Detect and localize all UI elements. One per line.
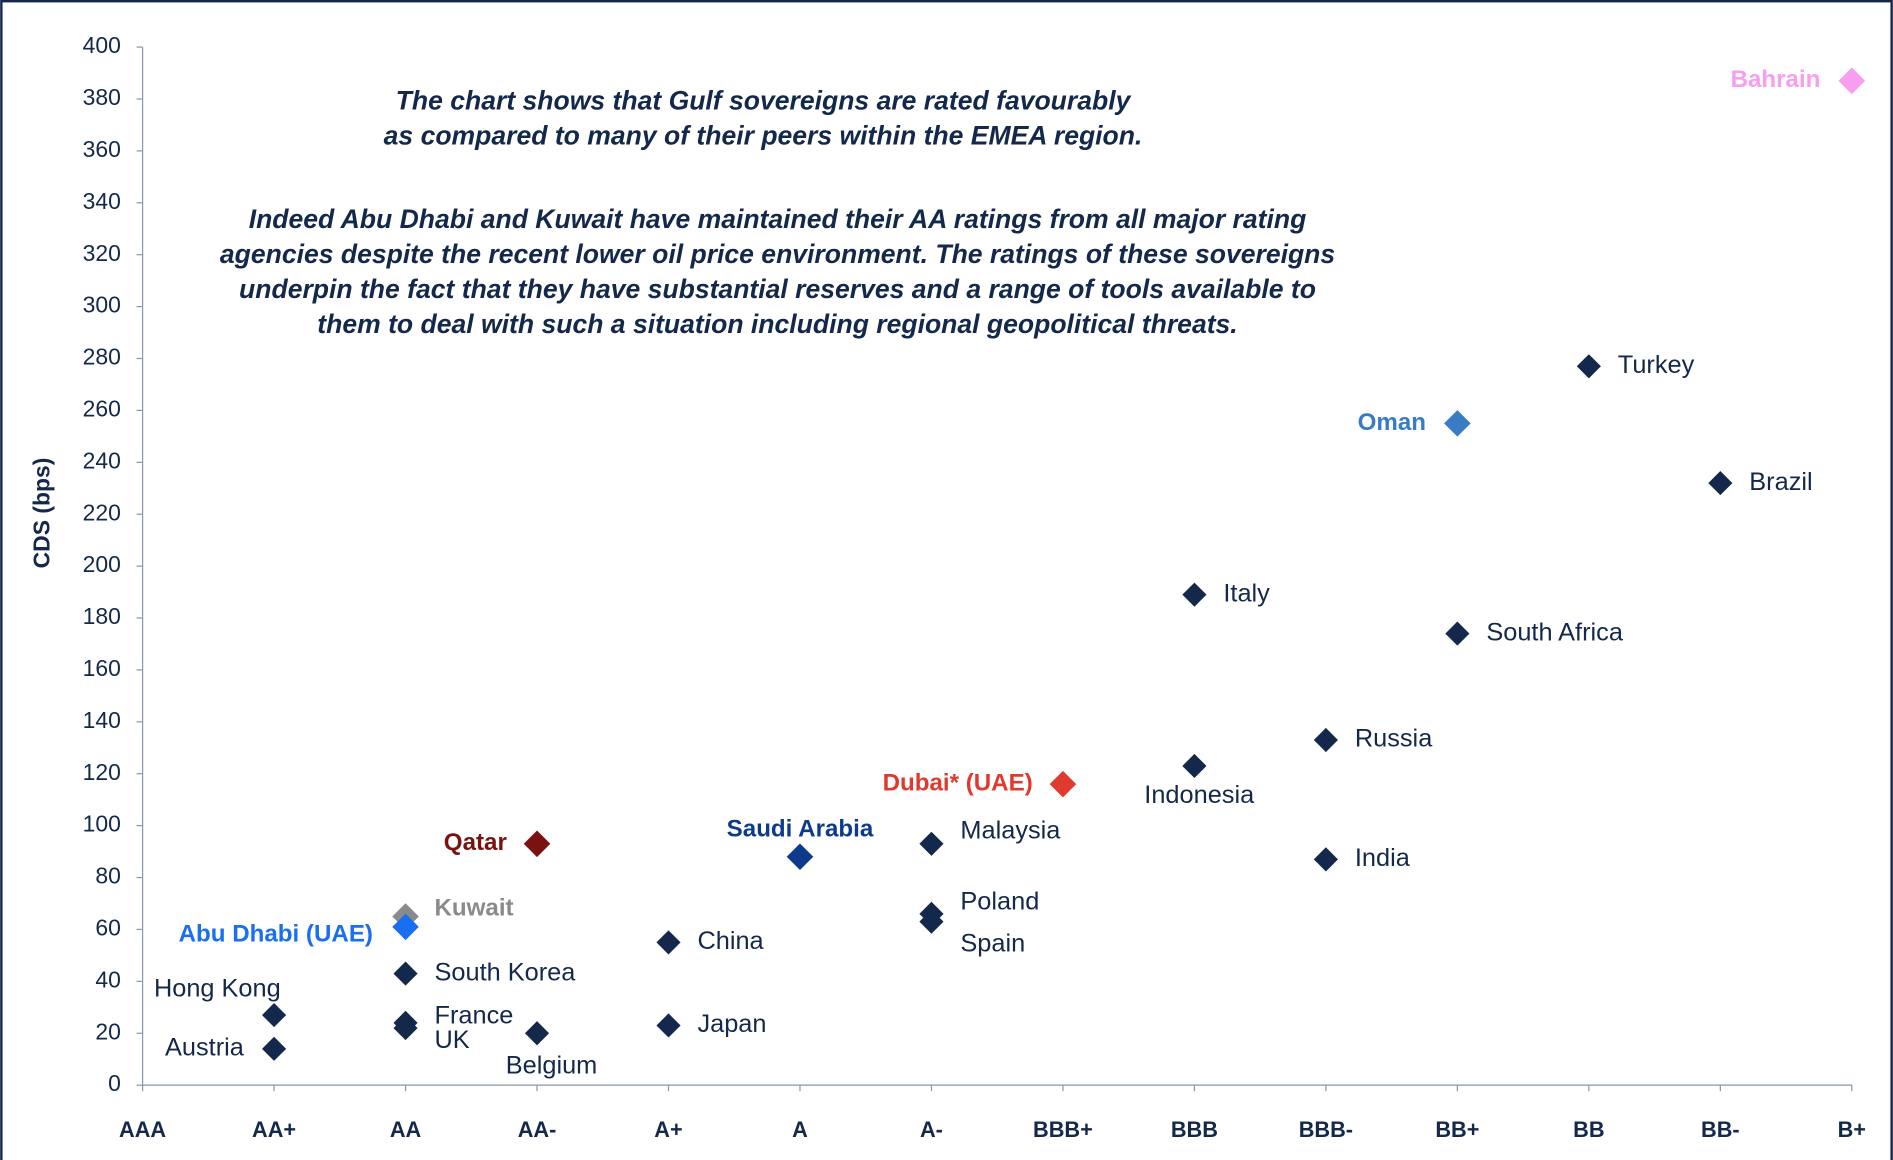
y-tick-label: 380: [83, 84, 121, 110]
point: [261, 1003, 287, 1028]
y-tick-label: 360: [83, 136, 121, 162]
annotation: Indeed Abu Dhabi and Kuwait have maintai…: [249, 204, 1307, 234]
point-label: Brazil: [1749, 468, 1812, 496]
y-tick-label: 400: [83, 32, 121, 58]
point-label: China: [697, 927, 764, 955]
point-label: Indonesia: [1144, 781, 1255, 809]
y-tick-label: 200: [83, 551, 121, 577]
x-tick-label: A: [792, 1117, 808, 1142]
point-label: Abu Dhabi (UAE): [179, 921, 373, 948]
point: [1708, 471, 1733, 496]
y-tick-label: 20: [95, 1018, 120, 1044]
point: [1182, 753, 1207, 779]
point-label: Hong Kong: [154, 974, 281, 1002]
y-tick-label: 100: [83, 811, 121, 837]
point-label: Bahrain: [1731, 66, 1821, 93]
y-tick-label: 120: [83, 759, 121, 785]
x-tick-label: AA+: [252, 1117, 296, 1142]
y-tick-label: 0: [108, 1070, 121, 1096]
point-label: Austria: [165, 1034, 245, 1062]
point: [919, 831, 944, 856]
x-tick-label: BB-: [1701, 1117, 1740, 1142]
x-tick-label: BBB: [1171, 1117, 1218, 1142]
point-label: India: [1355, 844, 1411, 872]
y-tick-label: 160: [83, 655, 121, 681]
point-label: UK: [435, 1026, 470, 1054]
y-tick-label: 60: [95, 915, 120, 941]
y-tick-label: 320: [83, 240, 121, 266]
x-tick-label: BBB-: [1299, 1117, 1353, 1142]
point-label: Turkey: [1618, 351, 1695, 379]
point-label: Dubai* (UAE): [883, 769, 1033, 796]
point: [393, 961, 418, 986]
point: [919, 909, 944, 934]
y-tick-label: 240: [83, 447, 121, 473]
y-tick-label: 340: [83, 188, 121, 214]
x-tick-label: A+: [654, 1117, 682, 1142]
point-label: Malaysia: [960, 816, 1061, 844]
x-tick-label: B+: [1838, 1117, 1866, 1142]
x-tick-label: BB: [1573, 1117, 1604, 1142]
point: [1313, 727, 1338, 753]
point-label: France: [435, 1002, 514, 1030]
point-label: Poland: [960, 888, 1039, 916]
y-tick-label: 180: [83, 603, 121, 629]
point: [1576, 354, 1601, 379]
x-tick-label: AA: [390, 1117, 422, 1142]
x-tick-label: BBB+: [1033, 1117, 1093, 1142]
point: [392, 913, 419, 941]
point-label: South Korea: [435, 958, 577, 986]
point-label: Italy: [1223, 579, 1270, 607]
x-tick-label: A-: [920, 1117, 943, 1142]
annotation: them to deal with such a situation inclu…: [317, 309, 1237, 339]
annotation: as compared to many of their peers withi…: [384, 121, 1143, 151]
point: [1313, 847, 1338, 872]
point-label: Japan: [697, 1010, 766, 1038]
annotation: The chart shows that Gulf sovereigns are…: [396, 86, 1132, 116]
point: [1444, 410, 1471, 437]
point: [1445, 621, 1470, 646]
point: [656, 930, 681, 955]
point-label: Qatar: [444, 829, 508, 856]
point-label: Russia: [1355, 725, 1433, 753]
point: [523, 830, 551, 858]
annotation: agencies despite the recent lower oil pr…: [220, 239, 1335, 269]
y-tick-label: 280: [83, 344, 121, 370]
y-tick-label: 260: [83, 395, 121, 421]
y-tick-label: 80: [95, 863, 120, 889]
point: [1182, 582, 1207, 607]
point: [1838, 67, 1866, 95]
y-tick-label: 40: [95, 966, 120, 992]
x-tick-label: AAA: [119, 1117, 166, 1142]
point: [261, 1036, 287, 1061]
y-axis-label: CDS (bps): [29, 458, 55, 569]
point: [524, 1021, 550, 1046]
y-tick-label: 140: [83, 707, 121, 733]
point-label: Saudi Arabia: [727, 816, 874, 843]
x-tick-label: AA-: [518, 1117, 557, 1142]
point: [1049, 770, 1077, 798]
y-tick-label: 220: [83, 499, 121, 525]
point-label: Spain: [960, 929, 1025, 957]
point-label: South Africa: [1486, 618, 1623, 646]
point: [656, 1013, 681, 1038]
point: [786, 843, 814, 871]
point-label: Oman: [1358, 409, 1426, 436]
point-label: Belgium: [506, 1052, 598, 1080]
annotation: underpin the fact that they have substan…: [239, 274, 1316, 304]
x-tick-label: BB+: [1435, 1117, 1479, 1142]
y-tick-label: 300: [83, 292, 121, 318]
point-label: Kuwait: [435, 895, 514, 922]
point: [393, 1015, 418, 1041]
